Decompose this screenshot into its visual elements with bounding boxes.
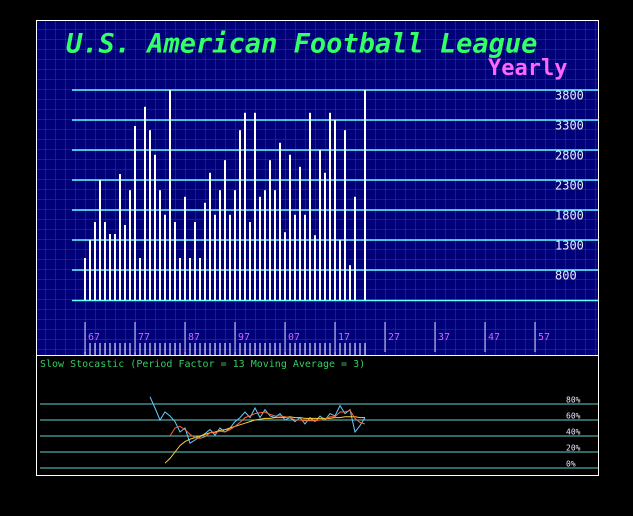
bar	[149, 130, 151, 300]
bar	[249, 222, 251, 300]
bar	[364, 90, 366, 300]
bar	[164, 214, 166, 300]
series-line	[164, 416, 365, 464]
bar	[259, 196, 261, 300]
bar	[99, 180, 101, 300]
bar	[229, 214, 231, 300]
x-tick-label: 17	[338, 332, 350, 343]
bar	[264, 190, 266, 300]
bar	[154, 154, 156, 300]
bar	[179, 258, 181, 300]
x-tick-label: 07	[288, 332, 300, 343]
bar	[299, 166, 301, 300]
bar	[159, 190, 161, 300]
x-tick-label: 97	[238, 332, 250, 343]
bar	[294, 214, 296, 300]
bar	[84, 258, 86, 300]
oscillator-panel	[36, 355, 599, 476]
bar	[89, 240, 91, 300]
bar	[274, 190, 276, 300]
x-tick-label: 47	[488, 332, 500, 343]
bar	[349, 265, 351, 300]
bar	[189, 258, 191, 300]
bar	[339, 240, 341, 300]
bar	[279, 142, 281, 300]
bar	[269, 160, 271, 300]
x-tick-label: 37	[438, 332, 450, 343]
bar	[94, 222, 96, 300]
bar	[114, 234, 116, 300]
x-tick-label: 57	[538, 332, 550, 343]
bar	[244, 112, 246, 300]
x-tick-label: 67	[88, 332, 100, 343]
y-tick-label: 3800	[555, 89, 584, 103]
frame	[36, 20, 599, 476]
bar	[209, 172, 211, 300]
bar	[204, 202, 206, 300]
bar	[354, 196, 356, 300]
y-tick-label: 1300	[555, 239, 584, 253]
bar	[194, 222, 196, 300]
bar	[134, 126, 136, 300]
bar	[254, 112, 256, 300]
bar	[124, 225, 126, 300]
chart-subtitle: Yearly	[488, 56, 567, 81]
x-tick-label: 27	[388, 332, 400, 343]
x-tick-label: 77	[138, 332, 150, 343]
bar	[319, 150, 321, 300]
bar	[334, 120, 336, 300]
bar	[109, 234, 111, 300]
x-tick-label: 87	[188, 332, 200, 343]
bar	[309, 112, 311, 300]
bar	[224, 160, 226, 300]
chart-title: U.S. American Football League	[66, 29, 537, 60]
bar	[214, 214, 216, 300]
y-tick-label: 2300	[555, 179, 584, 193]
y-tick-label: 1800	[555, 209, 584, 223]
bar	[184, 196, 186, 300]
bar	[139, 258, 141, 300]
bar	[219, 190, 221, 300]
bar	[174, 222, 176, 300]
bar	[239, 130, 241, 300]
bar	[284, 232, 286, 300]
y-tick-label: 2800	[555, 149, 584, 163]
bar	[344, 130, 346, 300]
bar	[234, 190, 236, 300]
bar	[144, 106, 146, 300]
bar	[314, 235, 316, 300]
bar	[169, 90, 171, 300]
oscillator-title: Slow Stocastic (Period Factor = 13 Movin…	[40, 359, 365, 370]
y-tick-label: 40%	[566, 428, 581, 437]
bar	[129, 190, 131, 300]
y-tick-label: 60%	[566, 412, 581, 421]
y-tick-label: 0%	[566, 460, 576, 469]
series-line	[169, 409, 366, 439]
bar	[324, 172, 326, 300]
bar	[304, 214, 306, 300]
bar	[104, 222, 106, 300]
y-tick-label: 20%	[566, 444, 581, 453]
bar	[289, 154, 291, 300]
y-tick-label: 800	[555, 269, 577, 283]
bar	[199, 258, 201, 300]
bar	[119, 174, 121, 300]
y-tick-label: 80%	[566, 396, 581, 405]
bar	[329, 112, 331, 300]
y-tick-label: 3300	[555, 119, 584, 133]
